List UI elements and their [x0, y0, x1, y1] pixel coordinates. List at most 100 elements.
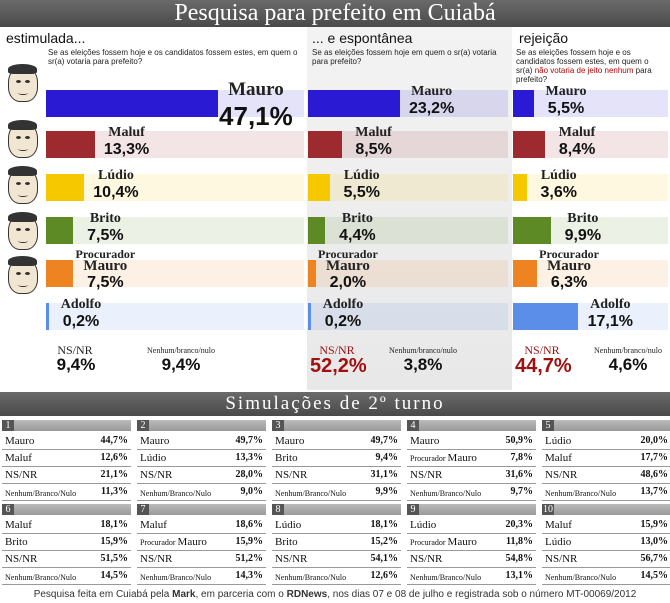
simulations-title: Simulações de 2º turno [0, 392, 670, 416]
simulation-row-value: 49,7% [370, 435, 399, 446]
simulation-row-name: NS/NR [5, 553, 38, 565]
bar-label-adolfo: Adolfo [590, 297, 631, 312]
bar-label-line-1: Procurador [539, 247, 599, 261]
simulation-row-value: 21,1% [100, 469, 129, 480]
bar-ludio [513, 174, 527, 201]
simulation-row: Brito 9,4% [272, 450, 401, 467]
bar-value-maluf: 8,5% [355, 141, 392, 158]
simulation-row-name: Lúdio [410, 519, 437, 531]
simulation-header-bar [284, 504, 401, 515]
bar-stripe-ludio [308, 174, 508, 201]
simulation-number: 5 [542, 420, 554, 431]
simulation-row-value: 15,9% [100, 536, 129, 547]
bar-stripe-adolfo [308, 303, 508, 330]
simulation-row-value: 15,2% [370, 536, 399, 547]
simulation-number: 3 [272, 420, 284, 431]
bar-stripe-procurador-mauro [513, 260, 668, 287]
bar-label-mauro: Mauro [228, 79, 284, 100]
bar-label-adolfo: Adolfo [60, 297, 102, 312]
bar-label-line-2: Mauro [325, 258, 370, 274]
simulation-row: Nenhum/Branco/Nulo 14,3% [137, 568, 266, 585]
panel-divider-2 [512, 27, 514, 390]
simulation-row-value: 14,5% [100, 570, 129, 581]
candidate-portrait-brito-icon [8, 212, 38, 250]
simulation-row-value: 9,4% [375, 452, 399, 463]
simulation-row-name: Nenhum/Branco/Nulo [5, 489, 77, 498]
bar-stripe-procurador-mauro [46, 260, 304, 287]
page-title: Pesquisa para prefeito em Cuiabá [0, 0, 670, 27]
simulation-box-8: 8 Lúdio 18,1% Brito 15,2% NS/NR 54,1% Nenhum/Br… [272, 504, 401, 586]
simulation-row: Nenhum/Branco/Nulo 9,0% [137, 484, 266, 501]
simulation-row: Nenhum/Branco/Nulo 13,1% [407, 568, 536, 585]
bar-label-procurador-mauro: Procurador Mauro [65, 248, 145, 274]
simulation-row: Maluf 18,1% [2, 517, 131, 534]
bar-mauro [46, 90, 218, 117]
bar-adolfo [46, 303, 49, 330]
simulation-row-value: 44,7% [100, 435, 129, 446]
simulation-row: Nenhum/Branco/Nulo 14,5% [542, 568, 670, 585]
bar-value-mauro: 23,2% [408, 100, 455, 117]
simulation-row: Nenhum/Branco/Nulo 13,7% [542, 484, 670, 501]
bar-value-adolfo: 0,2% [62, 313, 100, 330]
simulation-row-name: Brito [275, 536, 298, 548]
simulation-number: 6 [2, 504, 14, 515]
nulo-value: 9,4% [161, 355, 201, 374]
bar-value-ludio: 10,4% [93, 184, 139, 201]
simulation-row-name: NS/NR [545, 553, 578, 565]
simulation-row: Maluf 12,6% [2, 450, 131, 467]
bar-value-adolfo: 17,1% [587, 313, 633, 330]
simulation-row-name: Mauro [5, 435, 35, 447]
simulation-box-2: 2 Mauro 49,7% Lúdio 13,3% NS/NR 28,0% Nenhum/Br… [137, 420, 266, 502]
simulation-number: 1 [2, 420, 14, 431]
simulation-row: NS/NR 21,1% [2, 467, 131, 484]
simulation-row-value: 18,1% [100, 519, 129, 530]
candidate-portrait-ludio-icon [8, 166, 38, 204]
bar-value-mauro: 5,5% [547, 100, 585, 117]
bar-label-ludio: Lúdio [98, 168, 134, 183]
simulation-row-value: 13,0% [640, 536, 669, 547]
simulation-number: 10 [542, 504, 554, 515]
simulation-row: Nenhum/Branco/Nulo 11,3% [2, 484, 131, 501]
simulation-header-bar [419, 504, 536, 515]
simulation-row-value: 15,9% [235, 536, 264, 547]
bar-value-maluf: 8,4% [558, 141, 596, 158]
simulation-row: Mauro 50,9% [407, 433, 536, 450]
simulation-row-value: 7,8% [510, 452, 534, 463]
simulation-row-name: Nenhum/Branco/Nulo [140, 573, 212, 582]
simulation-row-value: 13,7% [640, 486, 669, 497]
bar-maluf [46, 131, 95, 158]
simulation-header-bar [284, 420, 401, 431]
simulation-row: Lúdio 20,3% [407, 517, 536, 534]
simulation-row: Nenhum/Branco/Nulo 14,5% [2, 568, 131, 585]
simulation-row: Lúdio 20,0% [542, 433, 670, 450]
bar-mauro [308, 90, 400, 117]
simulation-number: 2 [137, 420, 149, 431]
bar-value-brito: 9,9% [564, 227, 602, 244]
bar-stripe-adolfo [46, 303, 304, 330]
simulation-row: NS/NR 28,0% [137, 467, 266, 484]
simulation-box-6: 6 Maluf 18,1% Brito 15,9% NS/NR 51,5% Nenhum/Br… [2, 504, 131, 586]
footer-text-c: , nos dias 07 e 08 de julho e registrada… [327, 589, 637, 600]
simulation-row-name: Procurador Mauro [140, 536, 207, 548]
simulation-number: 8 [272, 504, 284, 515]
question-rejeicao: Se as eleições fossem hoje e os candidat… [516, 48, 666, 84]
bar-label-brito: Brito [341, 211, 373, 226]
simulation-header-bar [554, 420, 670, 431]
simulation-row: NS/NR 54,1% [272, 551, 401, 568]
ns-nr-value: 9,4% [56, 355, 96, 374]
simulation-row-name: NS/NR [410, 553, 443, 565]
question-estimulada: Se as eleições fossem hoje e os candidat… [48, 48, 298, 66]
simulation-box-5: 5 Lúdio 20,0% Maluf 17,7% NS/NR 48,6% Nenhum/Br… [542, 420, 670, 502]
bar-stripe-brito [308, 217, 508, 244]
nulo-label: Nenhum/branco/nulo [594, 346, 662, 355]
bar-stripe-ludio [46, 174, 304, 201]
bar-brito [513, 217, 551, 244]
candidate-portrait-mauro-icon [8, 64, 38, 102]
bar-procurador-mauro [46, 260, 74, 287]
simulation-row-name: Maluf [545, 519, 572, 531]
simulation-header-bar [14, 504, 131, 515]
footer-rdnews: RDNews [286, 589, 328, 600]
simulation-row-value: 51,5% [100, 553, 129, 564]
simulation-row-value: 48,6% [640, 469, 669, 480]
simulation-row-value: 56,7% [640, 553, 669, 564]
